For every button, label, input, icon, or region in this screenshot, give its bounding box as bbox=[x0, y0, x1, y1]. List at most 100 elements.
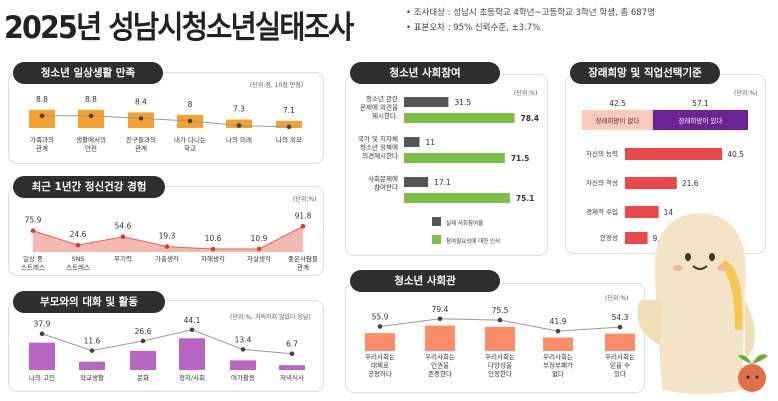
mental-label: 좋은사람들 관계 bbox=[288, 254, 318, 272]
society-value: 55.9 bbox=[372, 313, 389, 322]
daily-label: 내가 다니는 학교 bbox=[174, 135, 206, 153]
participation-need-bar bbox=[404, 113, 515, 123]
legend-swatch bbox=[432, 217, 441, 226]
sampling-error-text: 표본오차 : 95% 신뢰수준, ±3.7% bbox=[413, 23, 541, 33]
daily-value: 7.3 bbox=[233, 105, 245, 114]
society-bar bbox=[485, 326, 515, 351]
participation-actual-bar bbox=[404, 177, 429, 187]
mental-value: 54.6 bbox=[115, 222, 132, 231]
participation-need-value: 75.1 bbox=[516, 194, 535, 203]
hope-criterion-value: 21.6 bbox=[682, 179, 699, 188]
parents-label: 여가활동 bbox=[231, 373, 255, 382]
parents-label: 저녁식사 bbox=[280, 373, 304, 382]
line-dot bbox=[286, 124, 292, 130]
participation-label: 청소년 관련 문제에 의견을 제시한다. bbox=[360, 94, 398, 120]
society-label: 우리사회는 다양성을 인정한다 bbox=[485, 352, 515, 378]
daily-bar bbox=[29, 109, 55, 128]
society-label: 우리사회는 인권을 존중한다 bbox=[425, 352, 455, 378]
parents-label: 학교생활 bbox=[80, 373, 104, 382]
title-daily: 청소년 일상생활 만족 bbox=[13, 62, 163, 84]
society-value: 41.9 bbox=[550, 317, 567, 326]
line-dot bbox=[617, 324, 623, 330]
participation-need-value: 71.5 bbox=[511, 154, 530, 163]
parents-bar bbox=[29, 342, 55, 370]
mental-value: 10.6 bbox=[205, 234, 222, 243]
unit-mental: (단위:%) bbox=[293, 196, 317, 203]
mental-point bbox=[75, 242, 81, 248]
parents-bar bbox=[79, 361, 105, 370]
mental-label: 가출생각 bbox=[155, 254, 179, 263]
line-dot bbox=[187, 118, 193, 124]
parents-value: 44.1 bbox=[184, 316, 201, 325]
mental-value: 75.9 bbox=[25, 216, 42, 225]
parents-bar bbox=[179, 338, 205, 370]
daily-value: 8.8 bbox=[85, 95, 97, 104]
daily-bar bbox=[78, 109, 104, 128]
daily-label: 나의 미래 bbox=[226, 135, 252, 144]
hope-yes-bar bbox=[652, 110, 748, 130]
mental-value: 91.8 bbox=[295, 211, 312, 220]
society-label: 우리사회는 부정부패가 없다 bbox=[543, 352, 573, 378]
sampling-error: • 표본오차 : 95% 신뢰수준, ±3.7% bbox=[406, 23, 541, 33]
title-society: 청소년 사회관 bbox=[350, 270, 500, 292]
hope-criterion-value: 9.4 bbox=[653, 234, 665, 243]
panel-parents bbox=[8, 300, 324, 392]
line-dot bbox=[497, 317, 503, 323]
hope-no-bar bbox=[582, 110, 653, 130]
line-dot bbox=[88, 113, 94, 119]
mental-point bbox=[30, 228, 36, 234]
line-dot bbox=[377, 324, 383, 329]
parents-value: 37.9 bbox=[34, 320, 51, 329]
line-dot bbox=[138, 116, 144, 121]
hope-yes-label: 장래희망이 있다 bbox=[678, 116, 722, 125]
line-dot bbox=[140, 338, 146, 344]
mental-point bbox=[210, 246, 216, 252]
parents-bar bbox=[130, 350, 156, 370]
participation-need-bar bbox=[404, 153, 505, 163]
hope-yes-value: 57.1 bbox=[692, 99, 709, 108]
legend-swatch bbox=[432, 235, 441, 244]
line-dot bbox=[39, 113, 45, 119]
hope-criterion-bar bbox=[625, 177, 677, 189]
parents-label: 나의 고민 bbox=[29, 373, 55, 382]
hope-criterion-label: 경제적 수입 bbox=[586, 207, 618, 216]
hope-no-value: 42.5 bbox=[609, 99, 626, 108]
daily-value: 8 bbox=[188, 100, 193, 109]
parents-value: 11.6 bbox=[84, 337, 101, 346]
hope-criterion-bar bbox=[625, 148, 723, 160]
line-dot bbox=[89, 348, 95, 353]
line-dot bbox=[39, 331, 45, 337]
mental-area bbox=[33, 226, 303, 252]
participation-need-bar bbox=[404, 193, 510, 203]
unit-parents: (단위:%, 거의하지 않았다 응답) bbox=[230, 314, 311, 321]
hope-criterion-value: 40.5 bbox=[727, 150, 744, 159]
mental-point bbox=[256, 246, 262, 252]
daily-line bbox=[42, 115, 290, 128]
line-dot bbox=[240, 347, 246, 352]
participation-label: 사회문제에 참여한다 bbox=[368, 174, 398, 192]
daily-label: 나의 외모 bbox=[276, 135, 302, 144]
participation-actual-value: 31.5 bbox=[454, 98, 471, 107]
hope-criterion-bar bbox=[625, 206, 659, 218]
participation-actual-value: 17.1 bbox=[434, 178, 451, 187]
society-bar bbox=[605, 333, 635, 351]
survey-target-text: 조사대상 : 성남시 초등학교 4학년~고등학교 3학년 학생, 총 687명 bbox=[413, 8, 655, 18]
line-dot bbox=[555, 328, 561, 334]
mental-label: 자살생각 bbox=[247, 254, 271, 263]
title-mental: 최근 1년간 정신건강 경험 bbox=[13, 176, 165, 198]
mental-point bbox=[300, 223, 306, 229]
mental-value: 10.9 bbox=[251, 234, 268, 243]
society-bar bbox=[365, 333, 395, 351]
page-title: 2025년 성남시청소년실태조사 bbox=[4, 10, 354, 46]
line-dot bbox=[236, 123, 242, 128]
participation-actual-value: 11 bbox=[426, 138, 436, 147]
mental-label: 무기력 bbox=[114, 254, 132, 263]
mental-value: 24.6 bbox=[70, 230, 87, 239]
title-hope: 장래희망 및 직업선택기준 bbox=[570, 62, 720, 84]
mental-label: SNS 스트레스 bbox=[66, 255, 90, 272]
society-label: 우리사회는 믿을 수 있다 bbox=[605, 352, 635, 378]
legend-label: 참여필요성에 대한 인식 bbox=[446, 237, 500, 245]
parents-line bbox=[41, 329, 293, 355]
hope-criterion-bar bbox=[625, 232, 648, 244]
panel-mental bbox=[8, 186, 324, 276]
